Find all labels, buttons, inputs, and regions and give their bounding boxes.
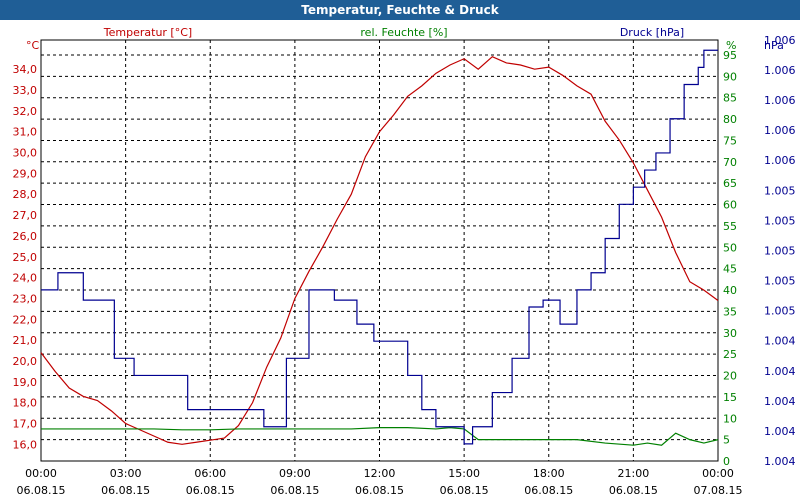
temp-axis-unit: °C xyxy=(26,39,40,52)
press-tick-label: 1.005 xyxy=(764,305,796,318)
temp-tick-label: 18,0 xyxy=(13,397,38,410)
hum-tick-label: 85 xyxy=(723,92,737,105)
press-tick-label: 1.004 xyxy=(764,335,796,348)
press-tick-label: 1.006 xyxy=(764,34,796,47)
hum-tick-label: 30 xyxy=(723,327,737,340)
plot-frame xyxy=(40,39,719,462)
temp-tick-label: 17,0 xyxy=(13,417,38,430)
x-tick-date: 06.08.15 xyxy=(609,484,658,497)
hum-tick-label: 10 xyxy=(723,412,737,425)
x-tick-time: 09:00 xyxy=(279,467,311,480)
temp-tick-label: 29,0 xyxy=(13,167,38,180)
hum-tick-label: 5 xyxy=(723,434,730,447)
press-tick-label: 1.004 xyxy=(764,365,796,378)
hum-tick-label: 20 xyxy=(723,370,737,383)
hum-tick-label: 90 xyxy=(723,70,737,83)
temp-tick-label: 27,0 xyxy=(13,209,38,222)
x-tick-time: 12:00 xyxy=(364,467,396,480)
hum-tick-label: 25 xyxy=(723,348,737,361)
hum-tick-label: 55 xyxy=(723,220,737,233)
hum-tick-label: 70 xyxy=(723,156,737,169)
hum-axis-label: rel. Feuchte [%] xyxy=(360,26,447,39)
press-axis-unit: hPa xyxy=(764,39,784,52)
temp-tick-label: 19,0 xyxy=(13,376,38,389)
press-tick-label: 1.006 xyxy=(764,154,796,167)
temp-tick-label: 28,0 xyxy=(13,188,38,201)
hum-tick-label: 50 xyxy=(723,241,737,254)
press-tick-label: 1.005 xyxy=(764,244,796,257)
hum-tick-label: 35 xyxy=(723,305,737,318)
press-tick-label: 1.004 xyxy=(764,425,796,438)
temp-tick-label: 26,0 xyxy=(13,230,38,243)
x-tick-date: 06.08.15 xyxy=(101,484,150,497)
temp-tick-label: 34,0 xyxy=(13,63,38,76)
x-tick-time: 18:00 xyxy=(533,467,565,480)
grid xyxy=(41,40,718,461)
axis-ticks: 00:00 06.08.15 03:00 06.08.15 06:00 06.08.15 0… xyxy=(13,34,796,497)
temp-tick-label: 21,0 xyxy=(13,334,38,347)
hum-tick-label: 95 xyxy=(723,49,737,62)
hum-tick-label: 0 xyxy=(723,455,730,468)
press-tick-label: 1.004 xyxy=(764,395,796,408)
series-line-press xyxy=(41,49,718,445)
x-tick-date: 06.08.15 xyxy=(270,484,319,497)
hum-tick-label: 65 xyxy=(723,177,737,190)
temp-tick-label: 25,0 xyxy=(13,251,38,264)
temp-tick-label: 23,0 xyxy=(13,292,38,305)
press-tick-label: 1.006 xyxy=(764,94,796,107)
chart-title: Temperatur, Feuchte & Druck xyxy=(0,0,800,20)
hum-tick-label: 40 xyxy=(723,284,737,297)
chart-canvas: °C Temperatur [°C] % rel. Feuchte [%] hP… xyxy=(13,26,796,497)
hum-axis-unit: % xyxy=(726,39,736,52)
temp-tick-label: 33,0 xyxy=(13,84,38,97)
temp-tick-label: 16,0 xyxy=(13,438,38,451)
temp-tick-label: 30,0 xyxy=(13,147,38,160)
temp-tick-label: 32,0 xyxy=(13,105,38,118)
series-lines xyxy=(40,49,719,446)
press-axis-label: Druck [hPa] xyxy=(620,26,684,39)
x-tick-time: 21:00 xyxy=(618,467,650,480)
hum-tick-label: 75 xyxy=(723,134,737,147)
press-tick-label: 1.006 xyxy=(764,124,796,137)
x-tick-time: 06:00 xyxy=(194,467,226,480)
temp-tick-label: 24,0 xyxy=(13,272,38,285)
temp-tick-label: 20,0 xyxy=(13,355,38,368)
x-tick-date: 06.08.15 xyxy=(524,484,573,497)
temp-tick-label: 31,0 xyxy=(13,126,38,139)
temp-axis-label: Temperatur [°C] xyxy=(103,26,192,39)
x-tick-time: 00:00 xyxy=(25,467,57,480)
hum-tick-label: 45 xyxy=(723,263,737,276)
hum-tick-label: 60 xyxy=(723,199,737,212)
series-line-hum xyxy=(41,427,719,446)
temp-tick-label: 22,0 xyxy=(13,313,38,326)
x-tick-date: 06.08.15 xyxy=(440,484,489,497)
press-tick-label: 1.005 xyxy=(764,275,796,288)
press-tick-label: 1.005 xyxy=(764,184,796,197)
press-tick-label: 1.004 xyxy=(764,455,796,468)
x-tick-time: 15:00 xyxy=(448,467,480,480)
press-tick-label: 1.005 xyxy=(764,214,796,227)
x-tick-date: 06.08.15 xyxy=(17,484,66,497)
x-tick-date: 06.08.15 xyxy=(355,484,404,497)
hum-tick-label: 15 xyxy=(723,391,737,404)
press-tick-label: 1.006 xyxy=(764,64,796,77)
series-line-temp xyxy=(40,55,719,445)
x-tick-time: 00:00 xyxy=(702,467,734,480)
x-tick-time: 03:00 xyxy=(110,467,142,480)
hum-tick-label: 80 xyxy=(723,113,737,126)
x-tick-date: 07.08.15 xyxy=(694,484,743,497)
x-tick-date: 06.08.15 xyxy=(186,484,235,497)
